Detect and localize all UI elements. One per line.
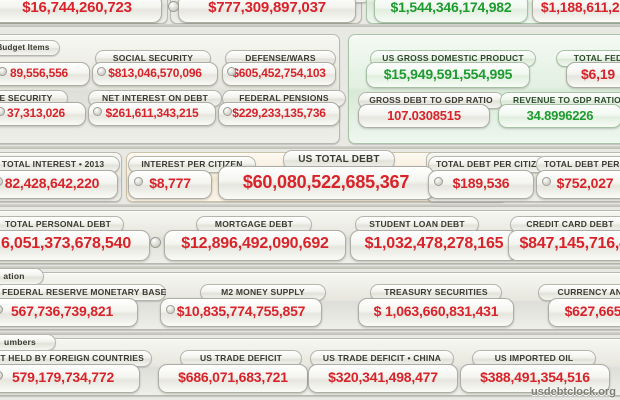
numbers-section-label: umbers (0, 334, 56, 351)
net-interest-knob-icon (93, 107, 102, 116)
social-security-knob-icon (97, 67, 106, 76)
federal-pensions-value: $229,233,135,736 (218, 102, 340, 126)
us-trade-deficit-value: $686,071,683,721 (158, 364, 308, 393)
credit-card-debt-value: $847,145,716,45 (508, 230, 620, 261)
total-debt-per-citizen-value: $189,536 (428, 170, 534, 199)
defense-wars-knob-icon (227, 67, 236, 76)
row-divider-top (0, 24, 620, 27)
treasury-securities-value: $ 1,063,660,831,431 (358, 298, 514, 327)
debt-held-by-foreign-countries-value: 579,179,734,772 (0, 364, 140, 393)
student-loan-debt-value: $1,032,478,278,165 (350, 230, 518, 261)
debt-per-citizen-knob-icon (434, 177, 443, 186)
us-trade-deficit-label: US TRADE DEFICIT (180, 350, 302, 367)
medicare-knob-icon (0, 67, 7, 76)
currency-and-credit-value: $627,665 (548, 298, 620, 327)
interest-per-citizen-knob-icon (134, 177, 143, 186)
us-federal-budget-deficit-value: $777,309,897,037 (178, 0, 356, 23)
us-total-debt-value: $60,080,522,685,367 (218, 166, 434, 200)
homeland-security-knob-icon (0, 107, 5, 116)
top-right-green-value: $1,544,346,174,982 (374, 0, 528, 23)
gross-debt-to-gdp-ratio-value: 107.0308515 (358, 104, 490, 128)
net-interest-on-debt-value: $261,611,343,215 (88, 102, 216, 126)
interest-per-citizen-value: $8,777 (128, 170, 212, 199)
homeland-security-value: 37,313,026 (0, 102, 86, 126)
federal-pensions-knob-icon (223, 107, 232, 116)
deficit-knob-icon (168, 1, 179, 12)
m2-knob-icon (166, 305, 175, 314)
us-imported-oil-value: $388,491,354,516 (460, 364, 610, 393)
total-federal-revenue-value: $6,19 (566, 62, 620, 88)
personal-debt-knob-icon (150, 237, 161, 248)
us-trade-deficit-china-value: $320,341,498,477 (308, 364, 458, 393)
us-gross-domestic-product-value: $15,949,591,554,995 (366, 62, 530, 88)
top-left-value: $16,744,260,723 (0, 0, 162, 23)
defense-wars-value: $605,452,754,103 (222, 62, 336, 86)
m2-money-supply-value: $10,835,774,755,857 (160, 298, 322, 327)
social-security-value: $813,046,570,096 (92, 62, 218, 86)
total-personal-debt-value: 6,051,373,678,540 (0, 230, 150, 261)
revenue-to-gdp-ratio-value: 34.8996226 (498, 104, 620, 128)
federal-reserve-monetary-base-value: 567,736,739,821 (0, 298, 138, 327)
budget-items-section-label: Budget Items (0, 40, 60, 56)
total-interest-2013-value: 82,428,642,220 (0, 170, 118, 199)
mortgage-debt-value: $12,896,492,090,692 (164, 230, 346, 261)
row-divider-personal (0, 266, 620, 269)
top-right-red-value: $1,188,611,256,461 (532, 0, 620, 23)
money-section-label: ation (0, 268, 44, 285)
debt-per-family-knob-icon (542, 177, 551, 186)
site-watermark: usdebtclock.org (531, 386, 616, 398)
row-divider-money (0, 332, 620, 335)
total-debt-per-family-value: $752,027 (536, 170, 620, 199)
row-divider-budget (0, 146, 620, 149)
row-divider-debt (0, 204, 620, 207)
medicare-medicaid-value: 89,556,556 (0, 62, 90, 86)
